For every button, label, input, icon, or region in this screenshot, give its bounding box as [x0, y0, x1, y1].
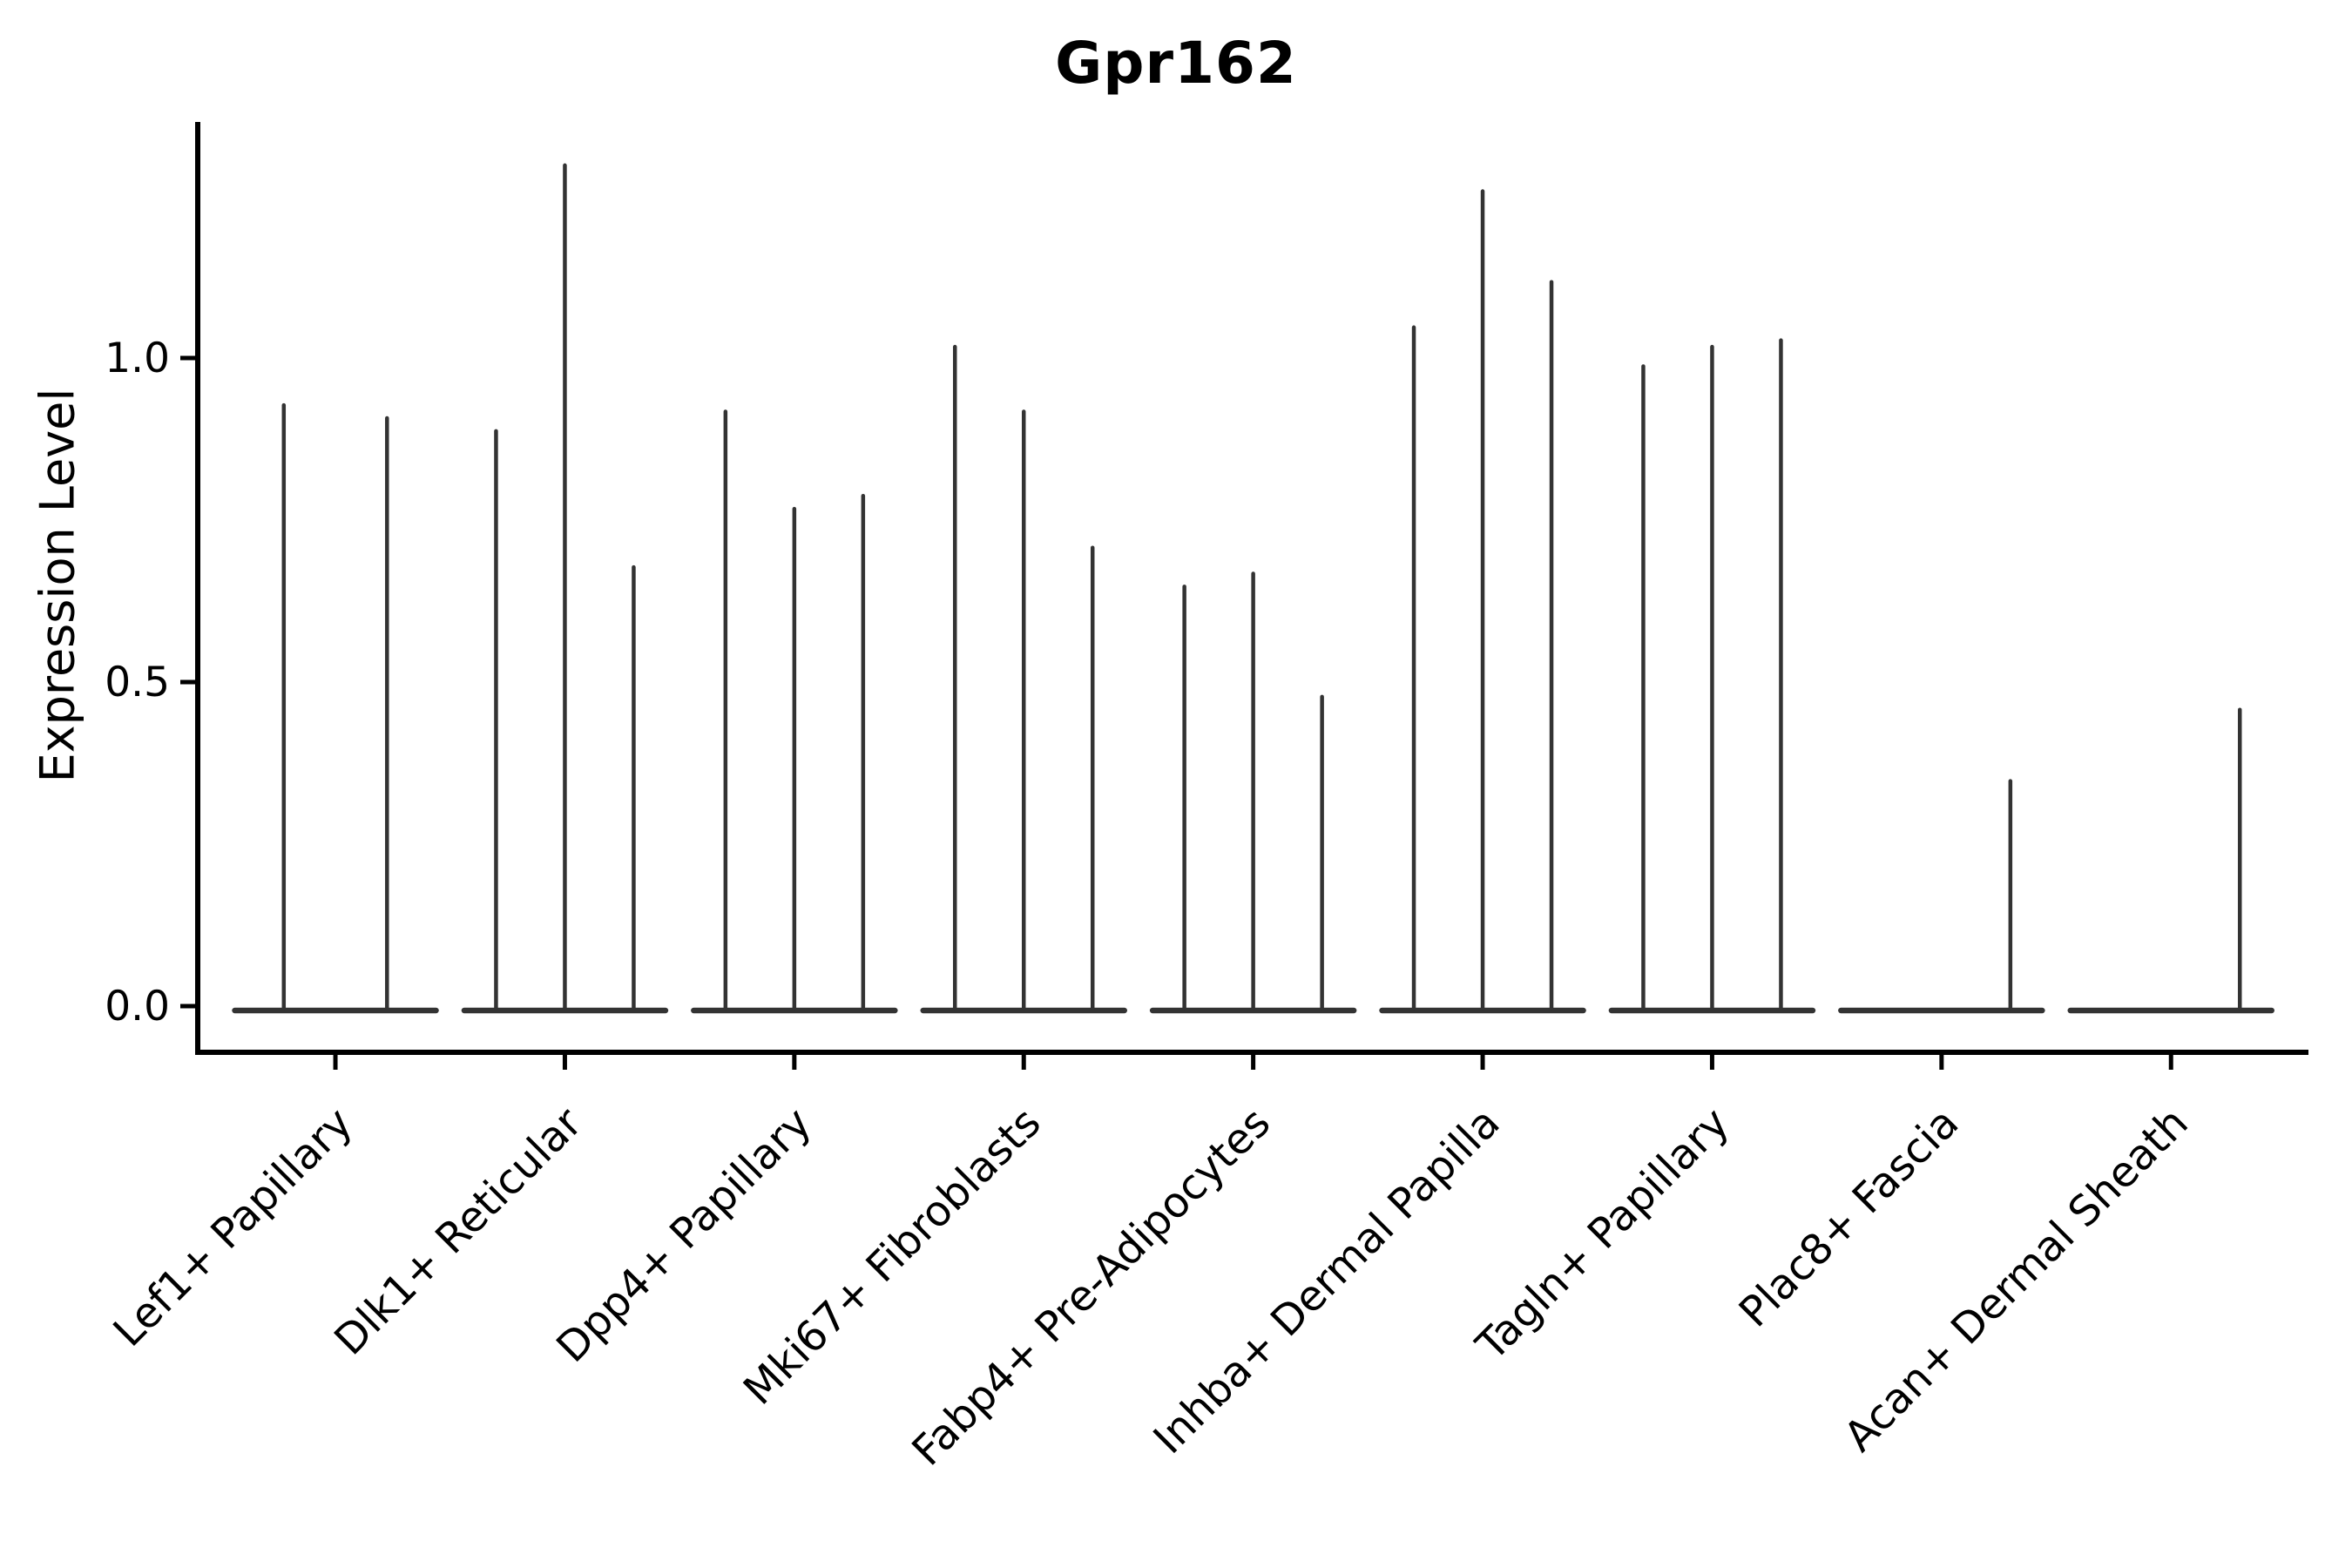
x-tick-label: Lef1+ Papillary	[105, 1098, 362, 1356]
y-tick-label: 1.0	[105, 335, 170, 382]
x-tick-label: Plac8+ Fascia	[1730, 1098, 1969, 1337]
x-tick-label: Dpp4+ Papillary	[547, 1098, 821, 1372]
y-tick-label: 0.0	[105, 983, 170, 1031]
x-tick-label: Dlk1+ Reticular	[325, 1098, 591, 1365]
y-tick-label: 0.5	[105, 659, 170, 706]
chart-title: Gpr162	[1055, 30, 1297, 97]
x-tick-label: Tagln+ Papillary	[1467, 1098, 1739, 1370]
